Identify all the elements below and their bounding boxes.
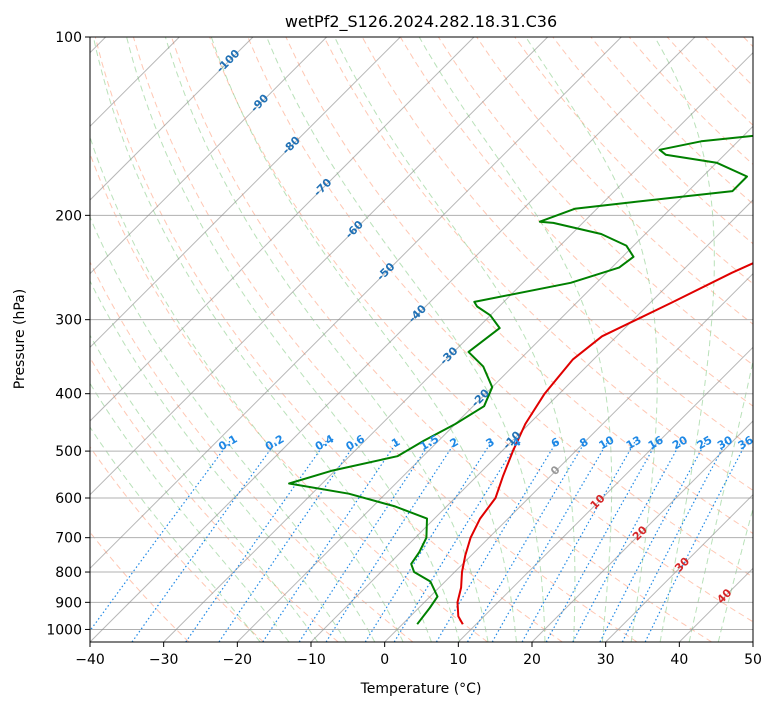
mixing-ratio-line — [90, 440, 231, 632]
dewpoint-profile-line — [288, 134, 753, 625]
mixing-ratio-label: 36 — [736, 433, 756, 452]
mixing-ratio-line — [466, 440, 587, 642]
mixing-ratio-line — [572, 440, 683, 642]
moist-adiabat-line — [90, 135, 404, 642]
moist-adiabat-line — [90, 215, 376, 642]
y-tick-label: 900 — [55, 595, 82, 611]
dry-adiabat-line — [323, 37, 753, 491]
isotherm-line — [531, 420, 753, 642]
dry-adiabat-line — [171, 37, 712, 642]
moist-adiabat-line — [92, 37, 432, 642]
dry-adiabat-line — [285, 37, 753, 535]
x-tick-label: −40 — [75, 652, 105, 668]
mixing-ratio-line — [131, 440, 278, 642]
moist-adiabat-line — [90, 426, 261, 642]
isotherms — [90, 37, 753, 642]
dry-adiabat-line — [514, 37, 753, 285]
moist-adiabat-line — [126, 37, 461, 642]
y-tick-label: 200 — [55, 208, 82, 224]
mixing-ratio-line — [298, 440, 432, 642]
dry-adiabat-line — [476, 37, 753, 325]
x-tick-label: 0 — [380, 652, 389, 668]
moist-adiabat-line — [717, 506, 753, 642]
x-tick-label: 30 — [597, 652, 615, 668]
x-axis: −40 −30 −20 −10 0 10 20 30 40 50 — [75, 642, 762, 668]
x-tick-label: −30 — [149, 652, 179, 668]
isotherm-line — [90, 37, 328, 275]
y-tick-label: 800 — [55, 565, 82, 581]
moist-adiabat-line — [418, 37, 613, 642]
y-tick-label: 600 — [55, 491, 82, 507]
dry-adiabat-line — [90, 260, 414, 642]
x-tick-label: 40 — [670, 652, 688, 668]
dry-adiabats — [90, 37, 753, 642]
y-tick-label: 700 — [55, 531, 82, 547]
y-tick-label: 1000 — [46, 622, 82, 638]
x-tick-label: −10 — [296, 652, 326, 668]
isotherm-line — [90, 37, 254, 201]
x-tick-label: 20 — [523, 652, 541, 668]
x-axis-label: Temperature (°C) — [360, 681, 482, 697]
moist-adiabat-line — [90, 382, 290, 642]
y-axis-label: Pressure (hPa) — [12, 289, 28, 389]
x-tick-label: −20 — [223, 652, 253, 668]
isotherm-line — [90, 37, 401, 349]
y-tick-label: 300 — [55, 313, 82, 329]
chart-title: wetPf2_S126.2024.282.18.31.C36 — [285, 12, 557, 32]
temperature-profile-line — [456, 262, 753, 625]
moist-adiabat-line — [334, 37, 576, 642]
isotherm-line — [90, 37, 622, 570]
y-axis: 100 200 300 400 500 600 700 800 900 1000 — [46, 30, 90, 638]
y-tick-label: 100 — [55, 30, 82, 46]
mixing-ratio-line — [185, 440, 328, 642]
mixing-ratio-line — [521, 440, 637, 642]
moist-adiabat-line — [525, 37, 658, 642]
mixing-ratio-line — [325, 440, 457, 642]
moist-adiabats — [90, 37, 753, 642]
moist-adiabat-line — [90, 334, 319, 642]
isotherm-line — [457, 346, 753, 642]
isotherm-line — [90, 37, 549, 496]
moist-adiabat-line — [266, 37, 546, 642]
dry-adiabat-line — [90, 356, 339, 642]
dry-adiabat-line — [209, 37, 753, 623]
y-tick-label: 400 — [55, 387, 82, 403]
dry-adiabat-line — [247, 37, 753, 578]
mixing-ratio-line — [364, 440, 493, 642]
moist-adiabat-line — [688, 358, 753, 642]
plot-frame — [89, 36, 754, 643]
moist-adiabat-line — [164, 37, 489, 642]
mixing-ratio-line — [435, 440, 558, 642]
isotherm-line — [90, 37, 475, 422]
mixing-ratio-line — [262, 440, 399, 642]
isotherm-line — [605, 493, 753, 642]
mixing-ratio-line — [393, 440, 520, 642]
mixing-ratio-line — [491, 440, 609, 642]
y-tick-label: 500 — [55, 444, 82, 460]
isotherm-line — [163, 51, 753, 642]
isotherm-line — [384, 272, 753, 642]
x-tick-label: 50 — [744, 652, 762, 668]
x-tick-label: 10 — [449, 652, 467, 668]
mixing-ratio-line — [644, 440, 748, 642]
dry-adiabat-line — [94, 37, 563, 642]
series-layer — [288, 134, 753, 625]
mixing-ratio-line — [545, 440, 659, 642]
isotherm-line — [310, 199, 753, 642]
mixing-ratio-lines — [90, 440, 748, 642]
isotherm-line — [90, 37, 696, 642]
moist-adiabat-line — [210, 37, 517, 642]
dry-adiabat-line — [90, 446, 264, 642]
pressure-gridlines — [90, 37, 753, 630]
